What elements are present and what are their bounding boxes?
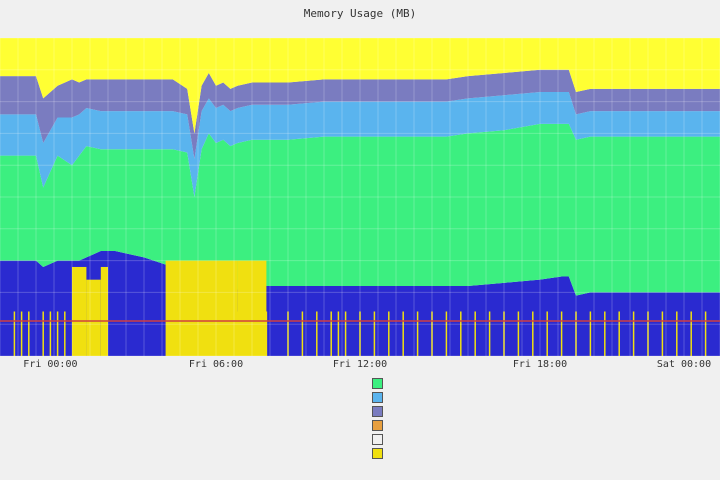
legend-row (372, 418, 517, 432)
legend-row (200, 404, 340, 418)
legend-row (530, 432, 670, 446)
legend-row (4, 418, 124, 432)
legend-row (4, 376, 124, 390)
chart-title: Memory Usage (MB) (303, 7, 417, 20)
area-series-yellow (0, 38, 720, 134)
area-series-light_blue (0, 92, 720, 197)
x-tick-label: Sat 00:00 (656, 359, 712, 370)
legend-row (372, 390, 517, 404)
legend-row (372, 404, 517, 418)
x-tick-label: Fri 00:00 (23, 359, 78, 370)
legend-column-4 (530, 376, 670, 460)
legend-row (530, 390, 670, 404)
x-tick-label: Fri 12:00 (332, 359, 388, 370)
legend-swatch (372, 405, 383, 417)
x-tick-label: Fri 18:00 (512, 359, 568, 370)
legend-row (530, 404, 670, 418)
legend-row (200, 390, 340, 404)
legend-row (4, 432, 124, 446)
legend-row (530, 418, 670, 432)
legend-column-3 (372, 376, 517, 460)
legend-row (200, 418, 340, 432)
legend-swatch (372, 377, 383, 389)
legend-swatch (372, 433, 383, 445)
area-series-green (0, 123, 720, 296)
legend-row (372, 446, 517, 460)
legend (0, 374, 720, 480)
legend-swatch (372, 391, 383, 403)
overlay-bar (72, 266, 87, 356)
legend-row (372, 432, 517, 446)
overlay-bar (86, 279, 101, 356)
overlay-bar (100, 266, 108, 356)
area-series-purple (0, 69, 720, 159)
legend-row (530, 376, 670, 390)
legend-swatch (372, 419, 383, 431)
x-axis-ticks: Fri 00:00 Fri 06:00 Fri 12:00 Fri 18:00 Sat … (0, 358, 720, 372)
x-tick-label: Fri 06:00 (188, 359, 244, 370)
plot-area (0, 38, 720, 356)
legend-column-2 (200, 376, 340, 446)
legend-row (4, 404, 124, 418)
legend-row (4, 390, 124, 404)
legend-row (200, 432, 340, 446)
legend-swatch (372, 447, 383, 459)
overlay-bar (165, 260, 238, 356)
legend-row (530, 446, 670, 460)
legend-row (4, 446, 124, 460)
legend-column-1 (4, 376, 124, 460)
legend-row (372, 376, 517, 390)
legend-row (200, 376, 340, 390)
